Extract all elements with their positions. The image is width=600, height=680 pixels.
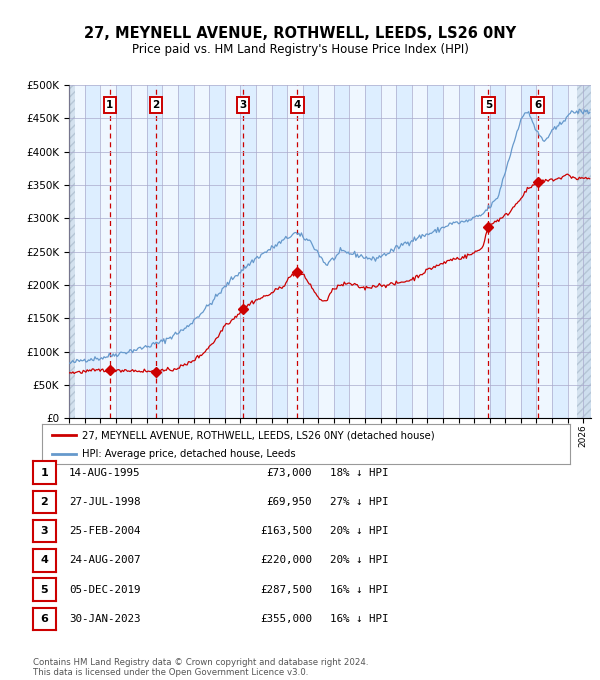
- Text: 6: 6: [534, 100, 541, 110]
- Text: Price paid vs. HM Land Registry's House Price Index (HPI): Price paid vs. HM Land Registry's House …: [131, 43, 469, 56]
- Text: HPI: Average price, detached house, Leeds: HPI: Average price, detached house, Leed…: [82, 449, 295, 459]
- Bar: [69, 85, 75, 418]
- Text: 16% ↓ HPI: 16% ↓ HPI: [330, 614, 389, 624]
- Bar: [163, 85, 178, 418]
- Text: £287,500: £287,500: [260, 585, 312, 594]
- Text: 4: 4: [40, 556, 49, 565]
- Bar: [412, 85, 427, 418]
- Text: 5: 5: [485, 100, 492, 110]
- Text: 4: 4: [293, 100, 301, 110]
- Bar: [505, 85, 521, 418]
- Text: £163,500: £163,500: [260, 526, 312, 536]
- Text: 3: 3: [239, 100, 247, 110]
- Bar: [380, 85, 396, 418]
- Bar: [536, 85, 552, 418]
- Bar: [349, 85, 365, 418]
- Text: 25-FEB-2004: 25-FEB-2004: [69, 526, 140, 536]
- Text: 18% ↓ HPI: 18% ↓ HPI: [330, 468, 389, 477]
- Text: 1: 1: [41, 468, 48, 477]
- Bar: [131, 85, 147, 418]
- Text: £73,000: £73,000: [266, 468, 312, 477]
- Bar: [69, 85, 85, 418]
- Text: 24-AUG-2007: 24-AUG-2007: [69, 556, 140, 565]
- Text: 20% ↓ HPI: 20% ↓ HPI: [330, 556, 389, 565]
- Bar: [319, 85, 334, 418]
- Text: 20% ↓ HPI: 20% ↓ HPI: [330, 526, 389, 536]
- Text: 27, MEYNELL AVENUE, ROTHWELL, LEEDS, LS26 0NY (detached house): 27, MEYNELL AVENUE, ROTHWELL, LEEDS, LS2…: [82, 430, 434, 441]
- Text: 5: 5: [41, 585, 48, 594]
- Bar: [225, 85, 241, 418]
- Text: 27% ↓ HPI: 27% ↓ HPI: [330, 497, 389, 507]
- Text: Contains HM Land Registry data © Crown copyright and database right 2024.: Contains HM Land Registry data © Crown c…: [33, 658, 368, 667]
- Text: 2: 2: [152, 100, 160, 110]
- Text: 27, MEYNELL AVENUE, ROTHWELL, LEEDS, LS26 0NY: 27, MEYNELL AVENUE, ROTHWELL, LEEDS, LS2…: [84, 26, 516, 41]
- Bar: [474, 85, 490, 418]
- Bar: [443, 85, 458, 418]
- Text: £355,000: £355,000: [260, 614, 312, 624]
- Text: £69,950: £69,950: [266, 497, 312, 507]
- Bar: [287, 85, 303, 418]
- Text: 30-JAN-2023: 30-JAN-2023: [69, 614, 140, 624]
- Bar: [100, 85, 116, 418]
- Text: 6: 6: [40, 614, 49, 624]
- Text: 1: 1: [106, 100, 113, 110]
- Text: 14-AUG-1995: 14-AUG-1995: [69, 468, 140, 477]
- Text: 27-JUL-1998: 27-JUL-1998: [69, 497, 140, 507]
- Text: This data is licensed under the Open Government Licence v3.0.: This data is licensed under the Open Gov…: [33, 668, 308, 677]
- Bar: [194, 85, 209, 418]
- Bar: [256, 85, 272, 418]
- Text: £220,000: £220,000: [260, 556, 312, 565]
- Text: 05-DEC-2019: 05-DEC-2019: [69, 585, 140, 594]
- Bar: [577, 85, 591, 418]
- Text: 2: 2: [41, 497, 48, 507]
- Bar: [568, 85, 583, 418]
- Text: 16% ↓ HPI: 16% ↓ HPI: [330, 585, 389, 594]
- Text: 3: 3: [41, 526, 48, 536]
